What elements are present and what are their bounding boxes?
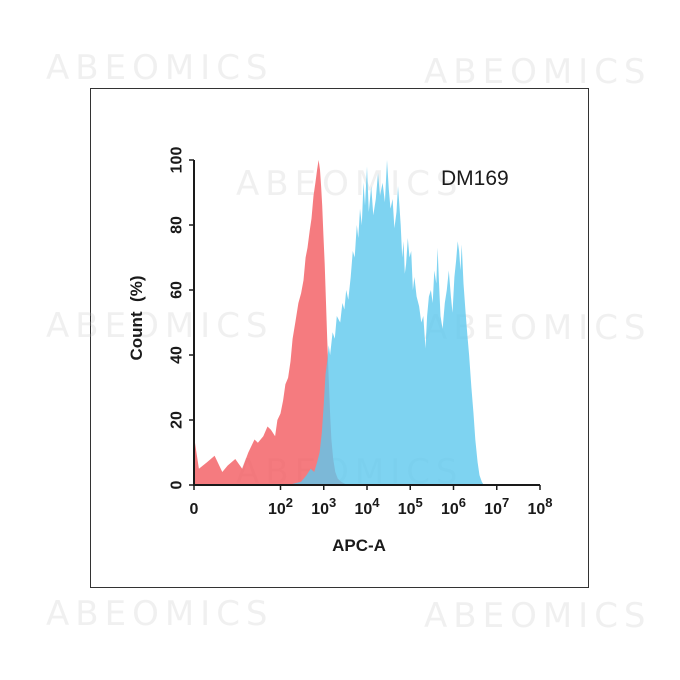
histogram-series-1: [194, 160, 348, 485]
y-tick-label: 60: [169, 281, 186, 299]
y-axis-title: Count (%): [127, 276, 146, 361]
x-tick-label: 102: [268, 495, 293, 518]
sample-label: DM169: [441, 167, 509, 190]
series-layer: [194, 160, 484, 485]
x-tick-label: 107: [484, 495, 509, 518]
axes-layer: 0 20 40 60 80 100 0 102 103 104 105 106 107 108: [169, 147, 553, 518]
y-tick-label: 20: [169, 411, 186, 429]
x-axis-title: APC-A: [332, 536, 386, 555]
x-tick-label: 108: [527, 495, 552, 518]
y-tick-label: 40: [169, 346, 186, 364]
x-tick-label: 105: [398, 495, 423, 518]
y-tick-label: 100: [169, 147, 186, 174]
y-tick-label: 0: [169, 480, 186, 489]
x-tick-label: 106: [441, 495, 466, 518]
chart-frame: [90, 88, 589, 588]
y-tick-label: 80: [169, 216, 186, 234]
x-tick-label: 0: [190, 501, 199, 518]
x-tick-label: 104: [354, 495, 380, 518]
histogram-series-2: [288, 160, 484, 485]
x-tick-label: 103: [311, 495, 336, 518]
